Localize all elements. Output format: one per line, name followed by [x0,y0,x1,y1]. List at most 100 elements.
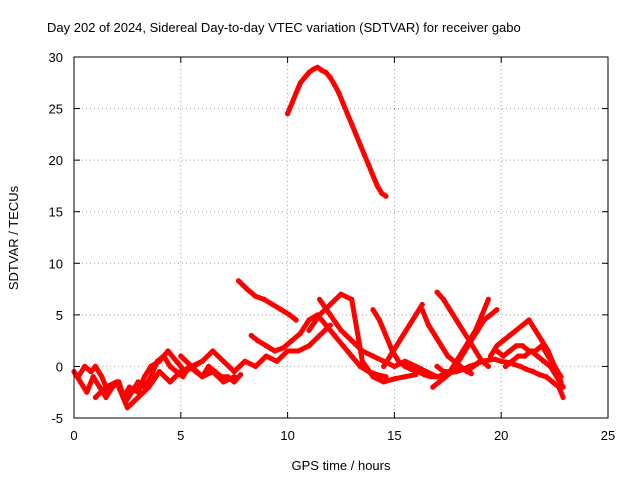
data-point [336,90,342,96]
data-point [178,353,184,359]
data-point [88,369,94,375]
series-arc-14 [434,289,491,369]
data-point [359,348,365,354]
data-point [381,363,387,369]
axis-ticks [73,56,609,419]
data-point [338,327,344,333]
data-point [487,353,494,359]
x-tick-label: 20 [494,428,508,443]
data-point [419,307,425,313]
data-point [468,371,474,377]
x-tick-labels: 0 5 10 15 20 25 [70,428,615,443]
data-point [306,343,312,349]
series-arc-11 [381,301,425,369]
data-point [244,286,250,292]
data-point [545,353,551,359]
data-point [99,374,105,380]
data-point [440,369,447,375]
y-tick-label: -5 [51,411,63,426]
data-point [135,394,141,400]
data-point [387,353,393,359]
data-point [479,358,485,364]
data-point [231,379,237,385]
data-point [238,372,244,378]
data-point [455,358,462,364]
data-point [317,296,323,302]
data-point [165,348,171,354]
data-point [167,363,173,369]
data-point [349,121,355,127]
data-point [547,363,553,369]
data-point [481,317,487,323]
data-point [426,322,432,328]
data-point [357,142,363,148]
data-point [396,358,402,364]
data-point [492,356,498,362]
data-point [287,312,293,318]
data-point [379,190,385,196]
data-point [289,338,295,344]
data-point [349,296,355,302]
data-point [494,348,500,354]
data-point [263,343,269,349]
series-arc-03 [92,363,237,411]
data-point [534,353,541,359]
data-point [447,369,453,375]
data-point [327,301,333,308]
data-point [487,312,494,318]
data-point [295,348,301,354]
data-point [253,293,259,299]
data-point [560,384,566,390]
data-point [370,173,376,179]
data-point [560,394,566,400]
y-tick-label: 15 [49,205,63,220]
data-point [75,374,81,380]
data-point [310,66,316,72]
data-point [297,80,303,86]
data-point [549,379,556,385]
data-point [500,338,506,344]
data-point [188,363,195,369]
data-point [507,332,513,339]
data-point [543,374,549,380]
x-tick-label: 25 [601,428,615,443]
data-point [77,379,83,385]
data-point [421,372,427,378]
data-point [383,332,389,339]
data-point [522,353,528,359]
data-point [199,374,205,380]
data-point [502,363,509,369]
data-point [468,338,474,344]
data-point [103,394,109,400]
data-point [400,332,406,339]
data-point [413,312,419,318]
data-point [90,374,96,380]
data-point [438,343,444,349]
data-point [327,75,333,81]
data-point [349,353,355,359]
data-point [370,307,376,313]
x-tick-label: 15 [387,428,401,443]
data-point [485,357,491,363]
data-point [462,366,468,373]
x-tick-label: 10 [280,428,294,443]
data-point [520,343,526,349]
data-point [349,338,355,344]
data-point [475,327,481,333]
data-point [470,363,476,369]
data-point [302,75,308,81]
data-point [103,384,109,390]
data-point [126,384,133,390]
series-trace [419,307,483,375]
data-point [178,369,184,375]
data-point [319,67,325,73]
data-point [156,369,162,375]
x-tick-label: 0 [70,428,77,443]
data-point [114,379,120,385]
data-point [293,317,299,323]
data-point [528,348,534,354]
data-point [366,162,372,168]
data-point [199,358,205,364]
data-point [327,312,333,318]
data-point [485,363,491,369]
